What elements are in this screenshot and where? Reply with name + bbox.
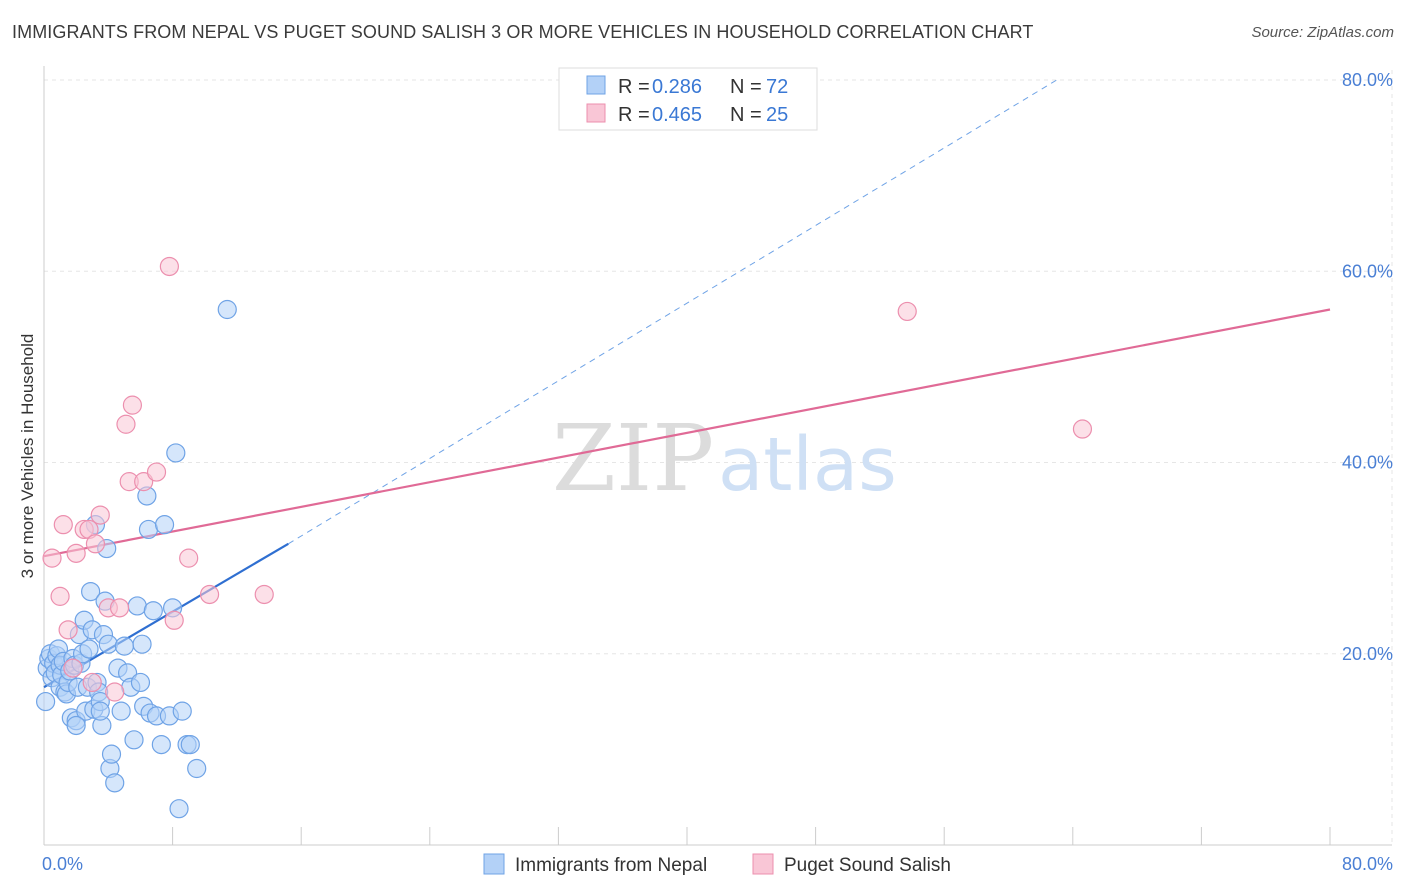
point-salish-16: [122, 395, 143, 415]
watermark-zip: ZIP: [552, 405, 714, 512]
point-nepal-67: [180, 734, 200, 755]
legend-n-label-1: N =: [730, 104, 762, 126]
legend-r-label-1: R =: [618, 104, 650, 126]
point-salish-2: [53, 515, 73, 535]
point-nepal-65: [172, 701, 192, 721]
legend-n-label-0: N =: [730, 76, 762, 98]
point-salish-17: [134, 472, 154, 492]
trendlines: [43, 79, 1331, 689]
point-salish-10: [90, 505, 110, 525]
point-salish-24: [897, 301, 917, 322]
point-salish-3: [58, 620, 78, 640]
bottom-legend-swatch-nepal: [483, 853, 505, 875]
point-salish-8: [82, 672, 102, 693]
point-nepal-60: [154, 515, 175, 535]
bottom-legend-label-salish: Puget Sound Salish: [784, 855, 951, 876]
point-nepal-59: [151, 734, 171, 755]
x-tick-label-1: 80.0%: [1342, 854, 1393, 874]
point-salish-19: [159, 256, 179, 277]
point-nepal-52: [132, 634, 152, 654]
point-salish-22: [199, 584, 220, 605]
watermark: ZIP atlas: [552, 405, 897, 512]
point-salish-20: [164, 610, 184, 630]
point-nepal-64: [169, 799, 189, 819]
point-nepal-51: [130, 672, 151, 693]
point-nepal-46: [114, 636, 134, 656]
point-salish-21: [179, 548, 199, 568]
y-tick-label-2: 60.0%: [1342, 261, 1393, 281]
point-salish-9: [85, 534, 106, 554]
legend-n-value-0: 72: [766, 76, 788, 98]
point-nepal-57: [143, 601, 163, 621]
point-nepal-71: [66, 715, 86, 736]
bottom-legend-swatch-salish: [752, 853, 774, 875]
y-tick-label-1: 40.0%: [1342, 453, 1393, 473]
point-salish-25: [1072, 419, 1093, 439]
legend-r-value-0: 0.286: [652, 76, 702, 98]
legend-r-label-0: R =: [618, 76, 650, 98]
point-salish-5: [66, 543, 86, 563]
point-nepal-29: [81, 581, 101, 602]
point-salish-12: [105, 682, 125, 702]
x-tick-labels: 0.0% 80.0%: [42, 854, 1393, 874]
point-nepal-70: [90, 701, 110, 721]
series-legend: Immigrants from Nepal Puget Sound Salish: [483, 853, 951, 876]
source-label: Source: ZipAtlas.com: [1251, 24, 1394, 41]
grid-lines: [44, 70, 1393, 845]
chart-title: IMMIGRANTS FROM NEPAL VS PUGET SOUND SAL…: [12, 22, 1034, 42]
y-tick-label-0: 20.0%: [1342, 644, 1393, 664]
point-nepal-69: [217, 299, 237, 320]
legend-swatch-salish: [586, 103, 606, 123]
point-nepal-49: [124, 730, 144, 750]
bottom-legend-label-nepal: Immigrants from Nepal: [515, 855, 707, 876]
legend-n-value-1: 25: [766, 104, 788, 126]
point-salish-23: [254, 584, 274, 605]
y-axis-label: 3 or more Vehicles in Household: [18, 334, 37, 579]
point-nepal-63: [166, 443, 186, 463]
point-nepal-50: [127, 596, 147, 616]
stats-legend: R = 0.286 N = 72 R = 0.465 N = 25: [558, 67, 818, 131]
point-nepal-0: [36, 691, 56, 712]
point-nepal-43: [105, 773, 125, 793]
legend-swatch-nepal: [586, 75, 606, 95]
point-nepal-40: [98, 634, 118, 654]
x-tick-label-0: 0.0%: [42, 854, 83, 874]
axes: [43, 66, 1392, 846]
data-points: [36, 256, 1093, 819]
point-nepal-42: [101, 744, 122, 764]
point-nepal-45: [111, 701, 131, 721]
point-salish-0: [42, 548, 62, 568]
y-tick-label-3: 80.0%: [1342, 70, 1393, 90]
point-nepal-68: [187, 758, 207, 779]
point-salish-1: [50, 586, 70, 606]
point-nepal-55: [138, 519, 159, 540]
point-nepal-28: [79, 639, 99, 659]
y-tick-labels: 20.0% 40.0% 60.0% 80.0%: [1342, 70, 1393, 664]
legend-r-value-1: 0.465: [652, 104, 702, 126]
trendline-salish: [43, 308, 1331, 558]
watermark-atlas: atlas: [718, 422, 897, 508]
point-salish-18: [146, 462, 167, 482]
point-salish-14: [116, 414, 136, 434]
point-salish-13: [109, 598, 130, 618]
point-salish-4: [63, 658, 83, 678]
